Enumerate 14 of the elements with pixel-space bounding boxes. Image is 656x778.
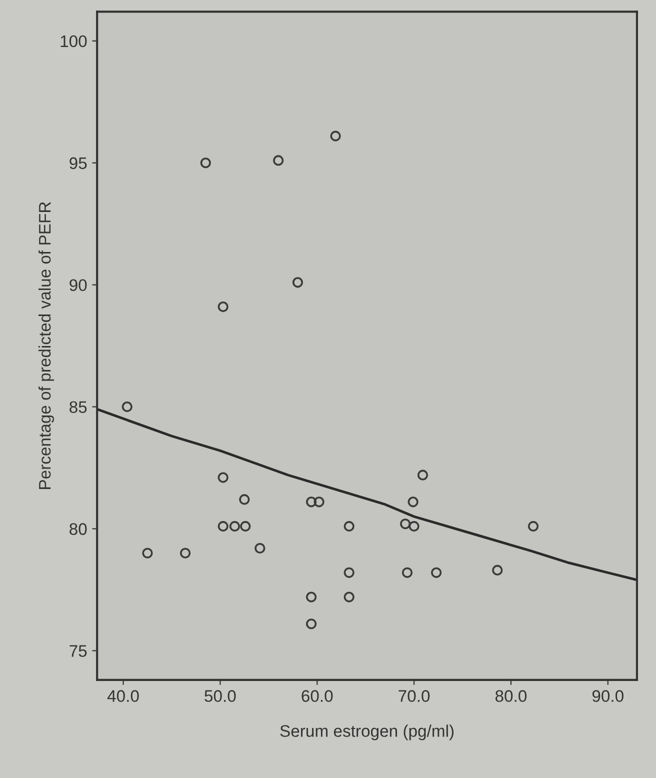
x-tick-label: 40.0 — [107, 690, 139, 702]
y-tick-label: 100 — [60, 35, 87, 48]
x-tick-label: 80.0 — [495, 690, 527, 702]
y-axis-title: Percentage of predicted value of PEFR — [38, 202, 54, 489]
y-tick-label: 85 — [70, 401, 87, 413]
y-tick-label: 75 — [70, 645, 87, 657]
x-tick-label: 70.0 — [398, 690, 430, 702]
x-tick-label: 50.0 — [204, 690, 236, 702]
x-tick-label: 90.0 — [592, 690, 624, 702]
x-axis-title: Serum estrogen (pg/ml) — [280, 724, 454, 740]
x-tick-label: 60.0 — [302, 690, 333, 702]
y-tick-label: 90 — [70, 279, 87, 292]
y-tick-label: 80 — [70, 523, 87, 535]
y-tick-label: 95 — [70, 157, 87, 170]
